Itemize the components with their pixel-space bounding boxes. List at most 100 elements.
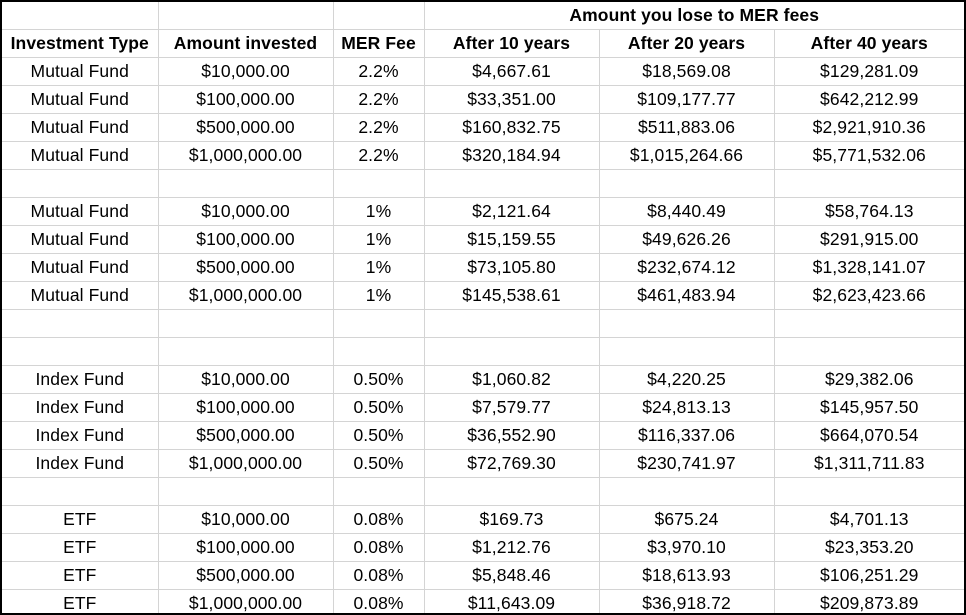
empty-cell[interactable]: [2, 477, 158, 506]
cell-after-20-years[interactable]: $1,015,264.66: [598, 141, 774, 170]
cell-amount-invested[interactable]: $1,000,000.00: [157, 141, 333, 170]
cell-after-40-years[interactable]: $58,764.13: [773, 197, 964, 226]
empty-cell[interactable]: [423, 337, 599, 366]
cell-mer-fee[interactable]: 1%: [332, 197, 424, 226]
cell-after-40-years[interactable]: $29,382.06: [773, 365, 964, 394]
cell-investment-type[interactable]: ETF: [2, 533, 158, 562]
empty-cell[interactable]: [598, 477, 774, 506]
cell-amount-invested[interactable]: $100,000.00: [157, 393, 333, 422]
cell-after-10-years[interactable]: $15,159.55: [423, 225, 599, 254]
cell-after-40-years[interactable]: $5,771,532.06: [773, 141, 964, 170]
cell-after-10-years[interactable]: $73,105.80: [423, 253, 599, 282]
header-amount-invested[interactable]: Amount invested: [157, 29, 333, 58]
cell-amount-invested[interactable]: $100,000.00: [157, 225, 333, 254]
cell-amount-invested[interactable]: $1,000,000.00: [157, 449, 333, 478]
cell-after-20-years[interactable]: $4,220.25: [598, 365, 774, 394]
cell-after-10-years[interactable]: $169.73: [423, 505, 599, 534]
cell-mer-fee[interactable]: 0.50%: [332, 449, 424, 478]
empty-cell[interactable]: [157, 477, 333, 506]
empty-cell[interactable]: [598, 309, 774, 338]
cell-after-10-years[interactable]: $1,060.82: [423, 365, 599, 394]
cell-mer-fee[interactable]: 0.08%: [332, 561, 424, 590]
cell-mer-fee[interactable]: 1%: [332, 253, 424, 282]
cell-investment-type[interactable]: Index Fund: [2, 449, 158, 478]
cell-after-10-years[interactable]: $5,848.46: [423, 561, 599, 590]
cell-after-40-years[interactable]: $291,915.00: [773, 225, 964, 254]
cell-after-40-years[interactable]: $23,353.20: [773, 533, 964, 562]
cell-amount-invested[interactable]: $10,000.00: [157, 505, 333, 534]
cell-amount-invested[interactable]: $1,000,000.00: [157, 589, 333, 613]
cell-after-20-years[interactable]: $18,613.93: [598, 561, 774, 590]
cell-after-20-years[interactable]: $3,970.10: [598, 533, 774, 562]
empty-cell[interactable]: [773, 337, 964, 366]
cell-after-40-years[interactable]: $664,070.54: [773, 421, 964, 450]
empty-cell[interactable]: [332, 169, 424, 198]
cell-investment-type[interactable]: ETF: [2, 505, 158, 534]
cell-amount-invested[interactable]: $100,000.00: [157, 533, 333, 562]
cell-mer-fee[interactable]: 1%: [332, 281, 424, 310]
empty-cell[interactable]: [773, 169, 964, 198]
cell-investment-type[interactable]: Mutual Fund: [2, 57, 158, 86]
cell-mer-fee[interactable]: 2.2%: [332, 85, 424, 114]
cell-after-20-years[interactable]: $49,626.26: [598, 225, 774, 254]
cell-after-10-years[interactable]: $4,667.61: [423, 57, 599, 86]
cell-mer-fee[interactable]: 0.08%: [332, 505, 424, 534]
cell-amount-invested[interactable]: $10,000.00: [157, 365, 333, 394]
cell-investment-type[interactable]: Mutual Fund: [2, 225, 158, 254]
cell-after-40-years[interactable]: $642,212.99: [773, 85, 964, 114]
cell-mer-fee[interactable]: 0.50%: [332, 393, 424, 422]
empty-cell[interactable]: [423, 169, 599, 198]
cell-amount-invested[interactable]: $10,000.00: [157, 57, 333, 86]
cell-investment-type[interactable]: ETF: [2, 561, 158, 590]
cell-investment-type[interactable]: Index Fund: [2, 421, 158, 450]
cell-amount-invested[interactable]: $1,000,000.00: [157, 281, 333, 310]
cell-after-20-years[interactable]: $109,177.77: [598, 85, 774, 114]
cell-amount-invested[interactable]: $500,000.00: [157, 113, 333, 142]
fees-group-header[interactable]: Amount you lose to MER fees: [423, 2, 964, 30]
cell-after-40-years[interactable]: $129,281.09: [773, 57, 964, 86]
cell-after-20-years[interactable]: $36,918.72: [598, 589, 774, 613]
cell-amount-invested[interactable]: $500,000.00: [157, 561, 333, 590]
empty-cell[interactable]: [157, 169, 333, 198]
cell-after-20-years[interactable]: $116,337.06: [598, 421, 774, 450]
cell-after-40-years[interactable]: $1,311,711.83: [773, 449, 964, 478]
cell-mer-fee[interactable]: 2.2%: [332, 141, 424, 170]
empty-cell[interactable]: [2, 169, 158, 198]
cell-mer-fee[interactable]: 0.08%: [332, 589, 424, 613]
cell-after-40-years[interactable]: $2,623,423.66: [773, 281, 964, 310]
cell[interactable]: [2, 2, 158, 30]
cell-investment-type[interactable]: Mutual Fund: [2, 113, 158, 142]
empty-cell[interactable]: [332, 477, 424, 506]
cell-after-40-years[interactable]: $2,921,910.36: [773, 113, 964, 142]
cell-after-40-years[interactable]: $1,328,141.07: [773, 253, 964, 282]
cell-after-40-years[interactable]: $4,701.13: [773, 505, 964, 534]
cell-investment-type[interactable]: Mutual Fund: [2, 141, 158, 170]
cell-after-20-years[interactable]: $8,440.49: [598, 197, 774, 226]
cell-amount-invested[interactable]: $500,000.00: [157, 253, 333, 282]
cell-after-20-years[interactable]: $18,569.08: [598, 57, 774, 86]
cell-after-10-years[interactable]: $7,579.77: [423, 393, 599, 422]
cell-amount-invested[interactable]: $500,000.00: [157, 421, 333, 450]
cell-investment-type[interactable]: Mutual Fund: [2, 253, 158, 282]
cell-after-20-years[interactable]: $232,674.12: [598, 253, 774, 282]
cell-after-20-years[interactable]: $461,483.94: [598, 281, 774, 310]
cell-mer-fee[interactable]: 1%: [332, 225, 424, 254]
cell-after-20-years[interactable]: $230,741.97: [598, 449, 774, 478]
cell-investment-type[interactable]: Mutual Fund: [2, 85, 158, 114]
cell-after-40-years[interactable]: $106,251.29: [773, 561, 964, 590]
empty-cell[interactable]: [332, 309, 424, 338]
cell-investment-type[interactable]: Mutual Fund: [2, 281, 158, 310]
empty-cell[interactable]: [157, 337, 333, 366]
empty-cell[interactable]: [332, 337, 424, 366]
cell-after-10-years[interactable]: $33,351.00: [423, 85, 599, 114]
cell[interactable]: [332, 2, 424, 30]
header-after-10-years[interactable]: After 10 years: [423, 29, 599, 58]
cell-after-10-years[interactable]: $36,552.90: [423, 421, 599, 450]
cell-after-10-years[interactable]: $11,643.09: [423, 589, 599, 613]
cell-investment-type[interactable]: Index Fund: [2, 393, 158, 422]
empty-cell[interactable]: [598, 337, 774, 366]
header-after-40-years[interactable]: After 40 years: [773, 29, 964, 58]
empty-cell[interactable]: [2, 337, 158, 366]
cell-after-10-years[interactable]: $160,832.75: [423, 113, 599, 142]
empty-cell[interactable]: [423, 477, 599, 506]
